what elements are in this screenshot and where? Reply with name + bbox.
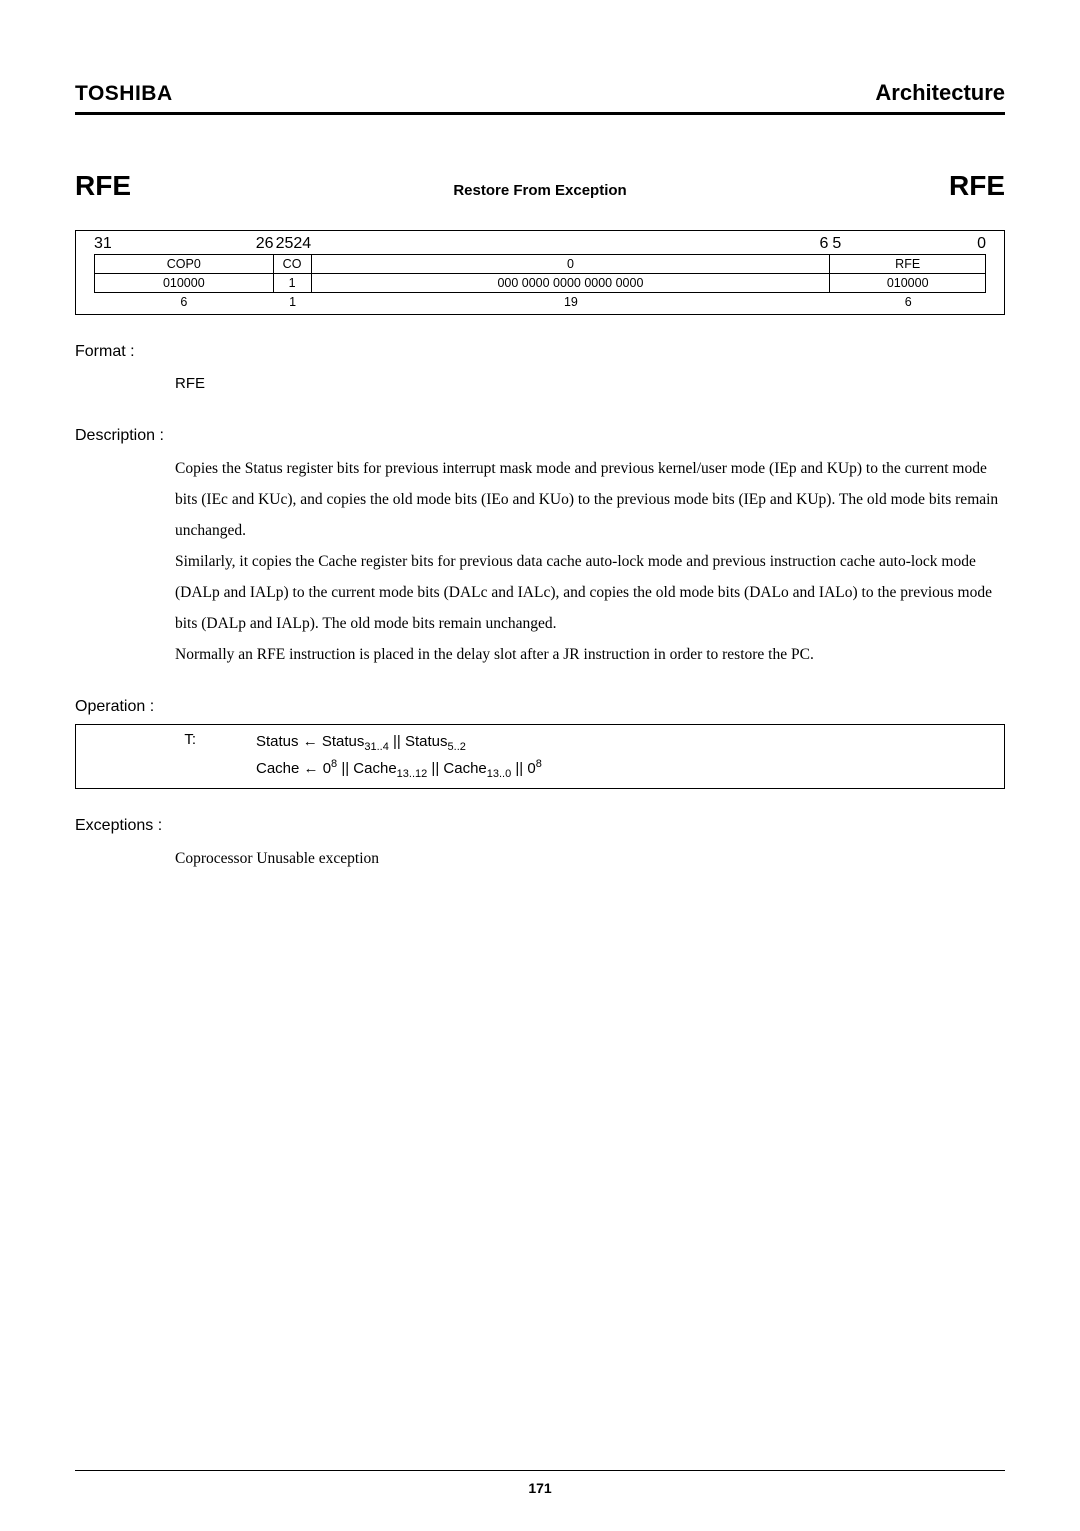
- field-rfe: RFE: [830, 254, 986, 274]
- operation-code: Status ← Status31..4 || Status5..2 Cache…: [256, 731, 542, 782]
- format-label: Format :: [75, 343, 1005, 361]
- field-value-row: 010000 1 000 0000 0000 0000 0000 010000: [94, 274, 986, 293]
- operation-section: Operation : T: Status ← Status31..4 || S…: [75, 698, 1005, 789]
- mnemonic-right: RFE: [949, 170, 1005, 202]
- val-co: 1: [274, 274, 312, 293]
- operation-label: Operation :: [75, 698, 1005, 716]
- bitfield-diagram: 31 26 25 24 6 5 0 COP0 CO 0 RFE 010000 1…: [75, 230, 1005, 315]
- width-1: 6: [94, 293, 274, 309]
- bit-0: 0: [977, 235, 986, 253]
- width-3: 19: [312, 293, 831, 309]
- bit-25: 25: [276, 235, 294, 253]
- bit-24: 24: [293, 235, 311, 253]
- op1s2: 5..2: [448, 741, 466, 753]
- width-2: 1: [274, 293, 312, 309]
- operation-box: T: Status ← Status31..4 || Status5..2 Ca…: [75, 724, 1005, 789]
- operation-t: T:: [76, 731, 256, 782]
- bit-6: 6: [819, 235, 828, 252]
- instruction-name: Restore From Exception: [453, 182, 626, 199]
- exceptions-section: Exceptions : Coprocessor Unusable except…: [75, 817, 1005, 874]
- exceptions-body: Coprocessor Unusable exception: [75, 843, 1005, 874]
- field-co: CO: [274, 254, 312, 274]
- width-4: 6: [830, 293, 986, 309]
- format-body: RFE: [75, 369, 1005, 399]
- description-body: Copies the Status register bits for prev…: [75, 453, 1005, 670]
- page-header: TOSHIBA Architecture: [75, 80, 1005, 106]
- op2p2: 8: [536, 758, 542, 770]
- bit-position-row: 31 26 25 24 6 5 0: [94, 235, 986, 253]
- bit-26: 26: [256, 235, 274, 252]
- op1a: Status ← Status: [256, 733, 364, 750]
- field-zero: 0: [312, 254, 831, 274]
- val-rfe: 010000: [830, 274, 986, 293]
- description-section: Description : Copies the Status register…: [75, 427, 1005, 670]
- exceptions-label: Exceptions :: [75, 817, 1005, 835]
- op2d: || 0: [511, 760, 535, 777]
- format-section: Format : RFE: [75, 343, 1005, 399]
- brand-logo: TOSHIBA: [75, 82, 173, 106]
- field-width-row: 6 1 19 6: [94, 293, 986, 309]
- val-cop0: 010000: [94, 274, 274, 293]
- instruction-title-row: RFE Restore From Exception RFE: [75, 170, 1005, 202]
- op2s1: 13..12: [397, 768, 428, 780]
- op1b: || Status: [389, 733, 448, 750]
- description-label: Description :: [75, 427, 1005, 445]
- bit-31: 31: [94, 235, 112, 253]
- mnemonic-left: RFE: [75, 170, 131, 202]
- op1s1: 31..4: [364, 741, 388, 753]
- header-rule: [75, 112, 1005, 115]
- field-cop0: COP0: [94, 254, 274, 274]
- bit-5: 5: [830, 235, 841, 253]
- footer-rule: [75, 1470, 1005, 1471]
- page-number: 171: [0, 1480, 1080, 1496]
- op2s2: 13..0: [487, 768, 511, 780]
- field-name-row: COP0 CO 0 RFE: [94, 254, 986, 274]
- op2c: || Cache: [427, 760, 487, 777]
- op2a: Cache ← 0: [256, 760, 331, 777]
- arch-label: Architecture: [875, 80, 1005, 106]
- val-zero: 000 0000 0000 0000 0000: [312, 274, 831, 293]
- op2b: || Cache: [337, 760, 397, 777]
